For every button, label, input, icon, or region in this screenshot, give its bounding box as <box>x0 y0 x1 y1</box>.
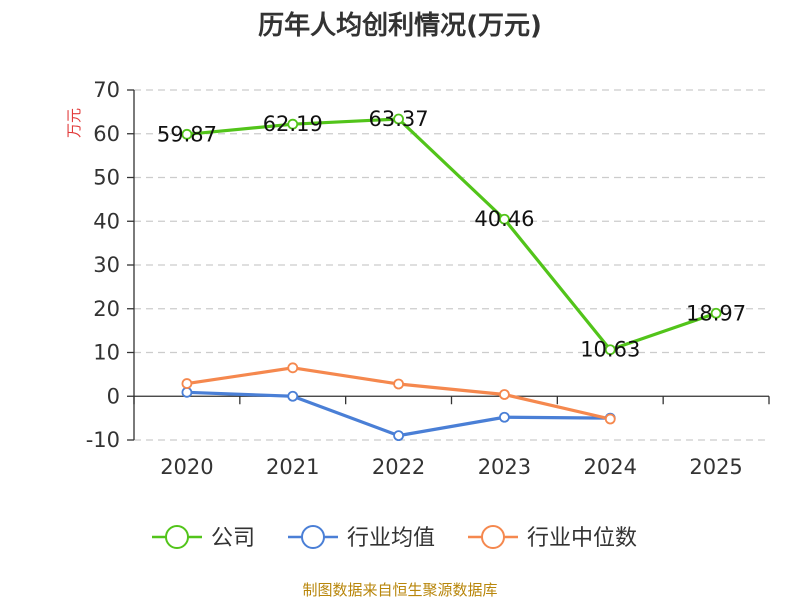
x-tick-label: 2025 <box>689 455 742 479</box>
data-label: 40.46 <box>474 207 534 231</box>
data-point <box>287 362 299 374</box>
y-tick-label: 0 <box>107 384 120 408</box>
legend-item[interactable]: 行业中位数 <box>468 525 637 551</box>
legend-label: 行业中位数 <box>527 526 637 551</box>
data-point <box>181 378 193 389</box>
axes <box>127 89 770 441</box>
legend: 公司 行业均值 行业中位数 <box>152 525 637 551</box>
y-tick-label: 10 <box>93 341 120 365</box>
series-line <box>185 390 612 438</box>
data-point <box>499 389 510 400</box>
y-tick-label: 20 <box>93 297 120 321</box>
data-label: 18.97 <box>686 301 746 325</box>
data-point <box>499 411 510 423</box>
y-tick-label: 70 <box>93 78 120 102</box>
legend-marker <box>165 525 189 549</box>
data-point <box>604 413 616 425</box>
data-point <box>710 307 722 319</box>
y-tick-label: 50 <box>93 166 120 190</box>
y-axis-label: 万元 <box>65 108 83 138</box>
data-point <box>393 378 404 390</box>
grid-lines <box>134 89 769 441</box>
data-point <box>604 344 616 356</box>
data-point <box>499 213 510 225</box>
data-point <box>181 386 193 398</box>
data-label: 10.63 <box>580 338 640 362</box>
x-tick-label: 2023 <box>478 455 531 479</box>
data-point <box>393 430 404 442</box>
legend-label: 行业均值 <box>347 526 435 551</box>
data-point <box>181 128 193 140</box>
tick-labels: -10 0 10 20 30 40 50 60 70 2020 2021 2022 2023 2024 20… <box>86 78 743 479</box>
source-note: 制图数据来自恒生聚源数据库 <box>302 581 497 599</box>
chart-title: 历年人均创利情况(万元) <box>258 10 542 41</box>
series-points <box>181 113 722 442</box>
data-label: 63.37 <box>369 107 429 131</box>
data-point <box>393 113 404 125</box>
legend-item[interactable]: 公司 <box>152 525 255 551</box>
series-line <box>185 117 718 352</box>
legend-label: 公司 <box>211 526 255 551</box>
y-tick-label: 30 <box>93 253 120 277</box>
data-point <box>287 390 299 402</box>
x-tick-label: 2021 <box>266 455 319 479</box>
y-tick-label: 60 <box>93 122 120 146</box>
legend-marker <box>301 525 325 549</box>
series-lines <box>185 117 718 438</box>
y-tick-label: -10 <box>86 428 120 452</box>
x-tick-label: 2024 <box>584 455 637 479</box>
legend-item[interactable]: 行业均值 <box>288 525 435 551</box>
x-tick-label: 2020 <box>160 455 213 479</box>
data-label: 59.87 <box>157 122 217 146</box>
data-labels: 59.87 62.19 63.37 40.46 10.63 18.97 <box>157 107 746 362</box>
legend-marker <box>481 525 505 549</box>
data-label: 62.19 <box>263 112 323 136</box>
x-tick-label: 2022 <box>372 455 425 479</box>
y-tick-label: 40 <box>93 209 120 233</box>
data-point <box>287 118 299 130</box>
